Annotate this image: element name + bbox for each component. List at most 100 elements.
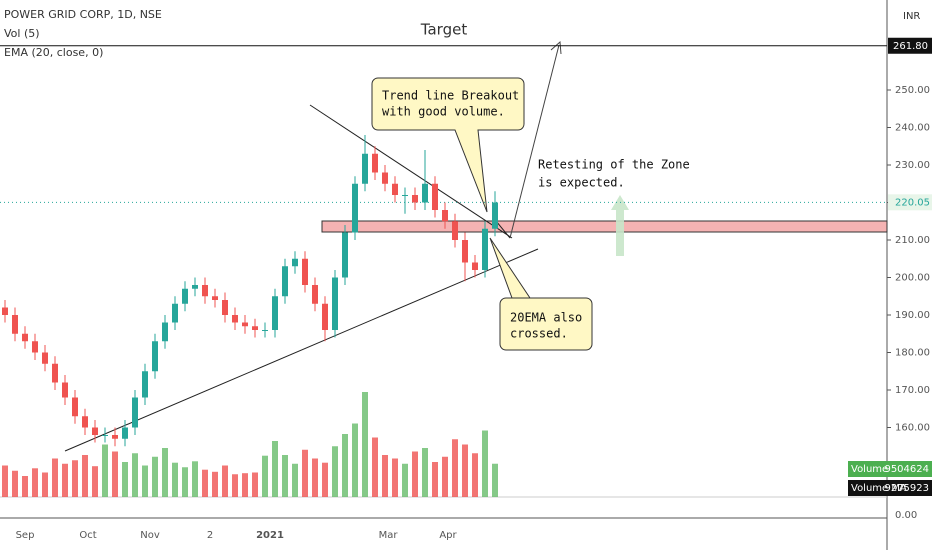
x-tick-label: 2021 (256, 530, 284, 541)
volume-bar (462, 444, 468, 497)
volume-bar (412, 451, 418, 497)
volume-bar (212, 471, 218, 497)
volume-bar (242, 473, 248, 497)
price-pill (888, 194, 932, 211)
volume-bar (392, 458, 398, 497)
volume-bar (32, 468, 38, 497)
candle-body (432, 183, 438, 210)
volume-bar (252, 472, 258, 497)
candle-body (202, 285, 208, 297)
volume-bar (492, 463, 498, 497)
annotation: with good volume. (382, 105, 505, 119)
candle-body (122, 427, 128, 439)
volume-bar (402, 463, 408, 497)
volume-bar (442, 456, 448, 497)
y-tick-label: 180.00 (895, 348, 930, 359)
support-zone (321, 220, 888, 233)
volume-pill-name: Volume (851, 464, 888, 475)
volume-pill-value: 9504624 (884, 464, 929, 475)
volume-bar (82, 455, 88, 497)
candle-body (102, 435, 108, 436)
volume-bar (232, 474, 238, 497)
candle-body (132, 397, 138, 428)
candle-body (2, 307, 8, 315)
y-tick-label: 230.00 (895, 160, 930, 171)
volume-bar (272, 441, 278, 497)
volume-bar (352, 423, 358, 497)
volume-bar (422, 448, 428, 497)
volume-bar (92, 466, 98, 497)
y-tick-label: 200.00 (895, 273, 930, 284)
indicator-label: EMA (20, close, 0) (4, 46, 103, 59)
price-pill (888, 37, 932, 54)
candle-body (172, 303, 178, 323)
volume-bar (122, 462, 128, 497)
candle-body (382, 172, 388, 184)
x-tick-label: Apr (439, 530, 457, 541)
target-label: Target (420, 21, 468, 39)
candle-body (392, 183, 398, 195)
down-trend-line (309, 104, 513, 239)
volume-pill (848, 480, 932, 496)
volume-bar (332, 446, 338, 497)
candle-body (412, 195, 418, 203)
volume-pill-name: Volume MA (851, 483, 907, 494)
y-tick-label: 210.00 (895, 235, 930, 246)
volume-bar (112, 451, 118, 497)
candle-body (402, 195, 408, 196)
volume-bar (102, 444, 108, 497)
volume-bar (2, 465, 8, 497)
candle-body (352, 183, 358, 233)
annotation: 20EMA also (510, 311, 582, 325)
candle-body (362, 153, 368, 184)
candle-body (192, 285, 198, 289)
volume-bar (42, 472, 48, 497)
volume-bar (182, 467, 188, 497)
candle-body (52, 363, 58, 383)
candle-body (262, 330, 268, 331)
candle-body (462, 240, 468, 263)
x-tick-label: Mar (379, 530, 399, 541)
candle-body (82, 416, 88, 428)
candle-body (492, 202, 498, 229)
target-arrow (509, 44, 560, 239)
candle-body (62, 382, 68, 398)
volume-bar (452, 439, 458, 497)
candle-body (72, 397, 78, 417)
candle-body (162, 322, 168, 342)
price-pill-label: 261.80 (893, 41, 928, 52)
volume-bar (362, 392, 368, 497)
volume-bar (152, 456, 158, 497)
y-tick-label: 240.00 (895, 123, 930, 134)
volume-bar (52, 458, 58, 497)
y-tick-label: 250.00 (895, 85, 930, 96)
volume-bar (62, 463, 68, 497)
candle-body (242, 322, 248, 327)
candle-body (12, 315, 18, 334)
currency: INR (903, 11, 920, 22)
candle-body (482, 228, 488, 270)
volume-bar (292, 463, 298, 497)
candle-body (332, 277, 338, 330)
y-tick-label: 160.00 (895, 423, 930, 434)
up-trend-line (64, 248, 539, 452)
volume-bar (342, 434, 348, 497)
volume-bar (172, 462, 178, 497)
volume-bar (372, 437, 378, 497)
chart-title: POWER GRID CORP, 1D, NSE (4, 8, 162, 21)
callout-ema (489, 237, 593, 351)
candle-body (472, 262, 478, 270)
candle-body (322, 303, 328, 330)
candle-body (22, 333, 28, 342)
candle-body (222, 300, 228, 315)
volume-bar (262, 455, 268, 497)
candle-body (312, 285, 318, 304)
labels: POWER GRID CORP, 1D, NSE Vol (5) EMA (20… (4, 8, 920, 341)
annotation: crossed. (510, 327, 568, 341)
candle-body (232, 315, 238, 323)
candle-body (252, 326, 258, 330)
candle-body (152, 341, 158, 372)
candle-body (142, 371, 148, 398)
annotation: is expected. (538, 176, 625, 190)
